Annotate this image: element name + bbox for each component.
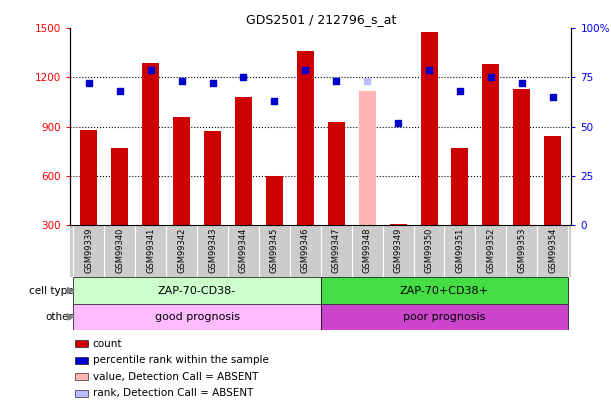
Text: GSM99341: GSM99341 [146,228,155,273]
Bar [142,63,159,225]
Bar [75,340,88,347]
Text: rank, Detection Call = ABSENT: rank, Detection Call = ABSENT [93,388,253,399]
Bar [482,64,499,225]
Point [393,119,403,126]
Text: ZAP-70+CD38+: ZAP-70+CD38+ [400,286,489,296]
Point [208,80,218,87]
Bar [80,130,97,225]
Title: GDS2501 / 212796_s_at: GDS2501 / 212796_s_at [246,13,396,26]
Bar [544,136,562,225]
Text: GSM99342: GSM99342 [177,228,186,273]
Bar [204,132,221,225]
Text: GSM99353: GSM99353 [518,228,526,273]
Bar [75,390,88,397]
Text: value, Detection Call = ABSENT: value, Detection Call = ABSENT [93,372,258,382]
Point [301,66,310,73]
Text: GSM99348: GSM99348 [363,228,371,273]
Bar [420,32,437,225]
Bar [390,224,406,225]
Text: GSM99347: GSM99347 [332,228,341,273]
Point [269,98,279,104]
Text: GSM99345: GSM99345 [270,228,279,273]
Bar [327,122,345,225]
Point [486,74,496,81]
Point [238,74,248,81]
Text: GSM99344: GSM99344 [239,228,248,273]
Text: GSM99350: GSM99350 [425,228,434,273]
Point [455,88,465,94]
Text: ZAP-70-CD38-: ZAP-70-CD38- [158,286,236,296]
Text: GSM99351: GSM99351 [455,228,464,273]
Point [548,94,558,100]
Bar [321,304,568,330]
Bar [452,148,469,225]
Bar [513,89,530,225]
Point [84,80,93,87]
Bar [297,51,314,225]
Bar [235,97,252,225]
Text: GSM99352: GSM99352 [486,228,496,273]
Text: cell type: cell type [29,286,73,296]
Bar [266,176,283,225]
Text: other: other [45,312,73,322]
Bar [75,357,88,364]
Text: GSM99340: GSM99340 [115,228,124,273]
Bar [73,304,321,330]
Point [146,66,156,73]
Text: percentile rank within the sample: percentile rank within the sample [93,355,269,365]
Point [517,80,527,87]
Bar [111,148,128,225]
Text: good prognosis: good prognosis [155,312,240,322]
Text: poor prognosis: poor prognosis [403,312,486,322]
Bar [321,277,568,304]
Text: GSM99354: GSM99354 [548,228,557,273]
Point [331,78,341,85]
Text: GSM99349: GSM99349 [393,228,403,273]
Text: GSM99346: GSM99346 [301,228,310,273]
Text: GSM99339: GSM99339 [84,228,93,273]
Bar [73,277,321,304]
Bar [359,91,376,225]
Point [177,78,186,85]
Text: GSM99343: GSM99343 [208,228,217,273]
Bar [173,117,190,225]
Point [424,66,434,73]
Point [115,88,125,94]
Bar [75,373,88,380]
Text: count: count [93,339,122,349]
Point [362,78,372,85]
